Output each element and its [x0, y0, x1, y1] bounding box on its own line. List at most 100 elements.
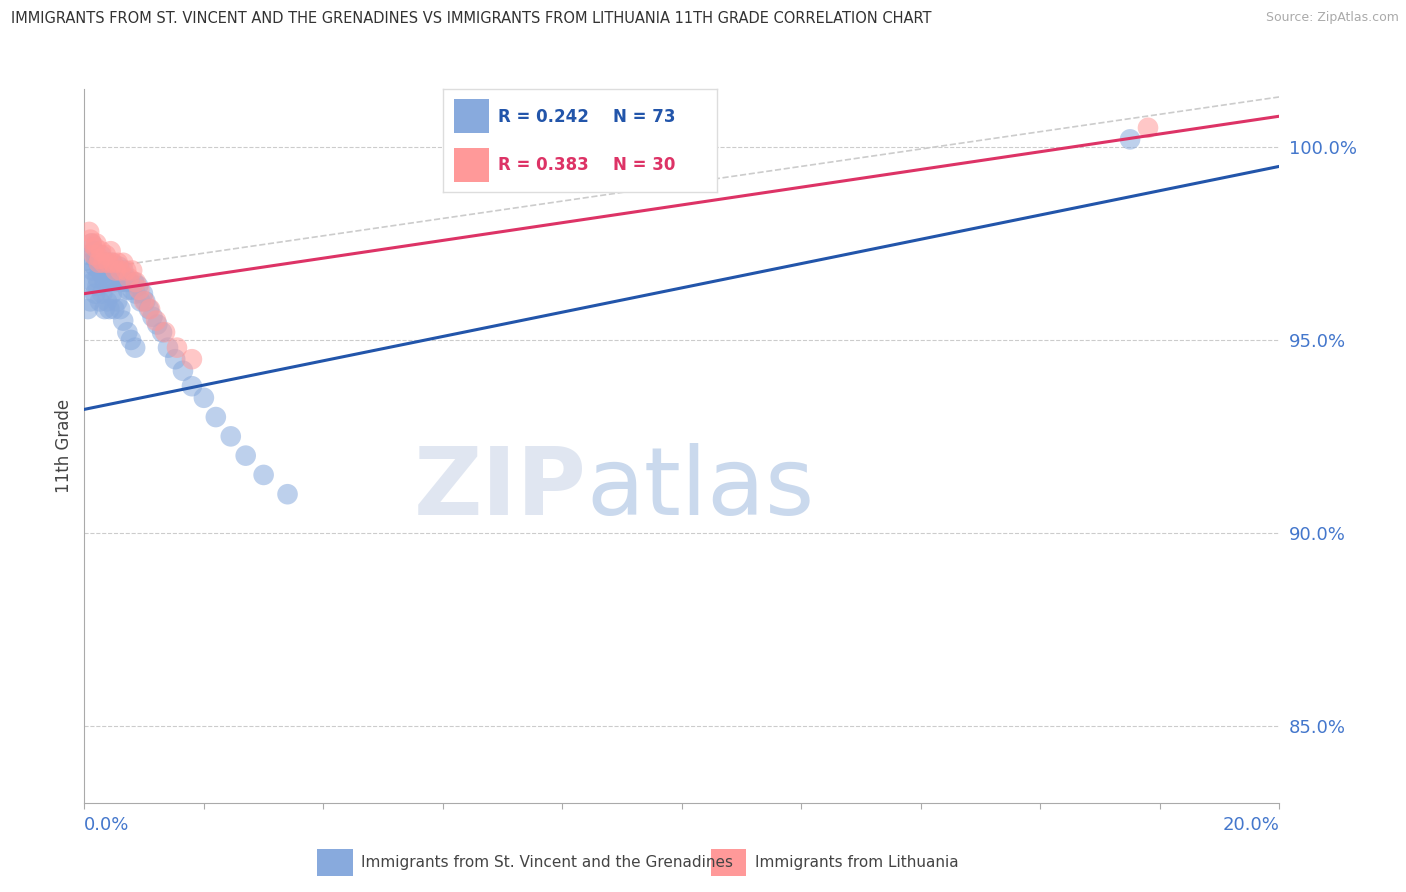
- Point: [118, 275, 141, 289]
- FancyBboxPatch shape: [454, 99, 489, 133]
- Point: [84, 286, 107, 301]
- Point: [157, 341, 180, 355]
- Bar: [711, 849, 747, 876]
- Point: [89, 294, 111, 309]
- Text: Immigrants from Lithuania: Immigrants from Lithuania: [755, 855, 959, 870]
- Point: [122, 275, 145, 289]
- Point: [79, 233, 101, 247]
- Point: [82, 275, 104, 289]
- Point: [125, 275, 148, 289]
- Point: [83, 244, 105, 259]
- Point: [86, 252, 108, 266]
- Point: [77, 301, 100, 316]
- Point: [153, 325, 176, 339]
- FancyBboxPatch shape: [454, 148, 489, 181]
- Point: [100, 275, 122, 289]
- Text: N = 30: N = 30: [613, 156, 675, 174]
- Point: [86, 279, 108, 293]
- Point: [276, 487, 298, 501]
- Point: [90, 248, 112, 262]
- Text: R = 0.242: R = 0.242: [498, 108, 589, 126]
- Point: [104, 263, 127, 277]
- Point: [82, 263, 104, 277]
- Point: [172, 364, 194, 378]
- Text: ZIP: ZIP: [413, 442, 586, 535]
- Point: [193, 391, 215, 405]
- Point: [97, 256, 120, 270]
- Point: [117, 325, 139, 339]
- Point: [120, 333, 142, 347]
- Point: [107, 256, 129, 270]
- Y-axis label: 11th Grade: 11th Grade: [55, 399, 73, 493]
- Point: [97, 271, 120, 285]
- Point: [110, 275, 132, 289]
- Point: [110, 301, 132, 316]
- Point: [112, 263, 135, 277]
- Point: [86, 236, 108, 251]
- Point: [180, 352, 204, 367]
- Point: [139, 301, 162, 316]
- Point: [150, 325, 173, 339]
- Point: [114, 275, 136, 289]
- Point: [219, 429, 242, 443]
- Point: [98, 263, 121, 277]
- Text: R = 0.383: R = 0.383: [498, 156, 589, 174]
- Text: atlas: atlas: [586, 442, 814, 535]
- Point: [79, 256, 101, 270]
- Point: [253, 467, 276, 482]
- Point: [101, 263, 124, 277]
- Point: [84, 260, 107, 274]
- Point: [79, 294, 101, 309]
- Point: [105, 271, 128, 285]
- Point: [1136, 120, 1159, 135]
- Point: [98, 301, 121, 316]
- Point: [96, 294, 118, 309]
- Point: [89, 252, 111, 266]
- Point: [127, 279, 149, 293]
- Text: N = 73: N = 73: [613, 108, 675, 126]
- Point: [112, 256, 135, 270]
- Point: [100, 244, 122, 259]
- Point: [121, 283, 143, 297]
- Point: [125, 286, 148, 301]
- Point: [90, 244, 112, 259]
- Point: [134, 294, 156, 309]
- Point: [115, 263, 138, 277]
- Point: [145, 313, 167, 327]
- Point: [86, 271, 108, 285]
- Point: [103, 301, 125, 316]
- Point: [205, 410, 228, 425]
- Point: [112, 313, 135, 327]
- Point: [104, 263, 127, 277]
- Point: [80, 236, 103, 251]
- Point: [76, 275, 98, 289]
- Point: [138, 301, 160, 316]
- Point: [146, 318, 169, 332]
- Point: [83, 248, 105, 262]
- Point: [132, 286, 155, 301]
- Point: [94, 248, 117, 262]
- Point: [93, 275, 115, 289]
- Point: [180, 379, 204, 393]
- Point: [101, 286, 124, 301]
- Point: [96, 256, 118, 270]
- Point: [93, 256, 115, 270]
- Point: [101, 256, 124, 270]
- Point: [103, 275, 125, 289]
- Point: [80, 236, 103, 251]
- Point: [91, 268, 114, 282]
- Point: [129, 294, 152, 309]
- Text: 20.0%: 20.0%: [1223, 816, 1279, 834]
- Point: [166, 341, 188, 355]
- Point: [87, 256, 110, 270]
- Text: 0.0%: 0.0%: [84, 816, 129, 834]
- Point: [93, 256, 115, 270]
- Point: [128, 283, 150, 297]
- Point: [108, 260, 131, 274]
- Point: [94, 263, 117, 277]
- Point: [77, 225, 100, 239]
- Point: [1119, 132, 1142, 146]
- Point: [165, 352, 187, 367]
- Point: [105, 294, 128, 309]
- Point: [101, 256, 124, 270]
